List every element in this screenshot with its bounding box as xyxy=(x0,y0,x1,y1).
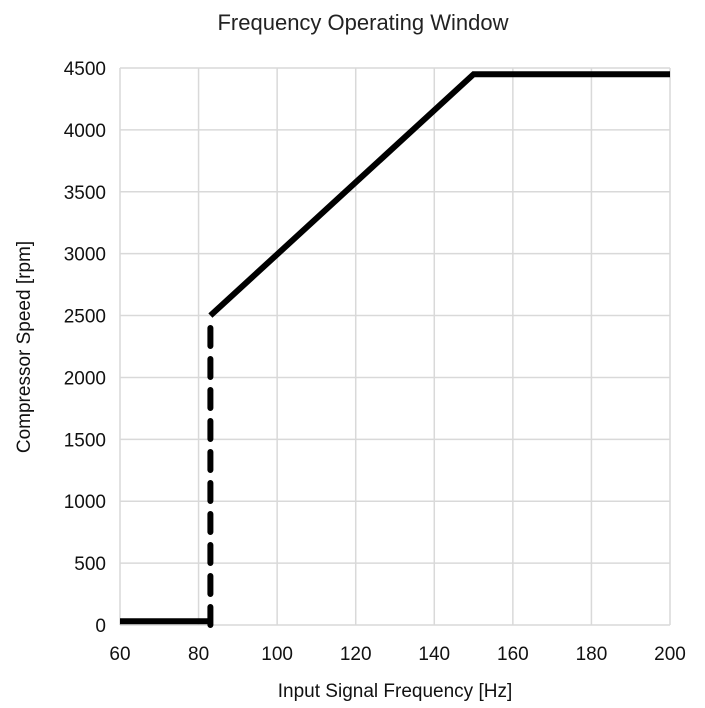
x-tick-label: 100 xyxy=(261,644,293,665)
y-tick-label: 0 xyxy=(95,616,106,637)
x-tick-label: 140 xyxy=(418,644,450,665)
x-tick-label: 120 xyxy=(340,644,372,665)
y-axis-label: Compressor Speed [rpm] xyxy=(14,241,35,453)
x-tick-labels: 60 80 100 120 140 160 180 200 xyxy=(109,644,685,665)
grid-lines xyxy=(119,67,671,626)
y-tick-label: 3500 xyxy=(64,183,106,204)
y-tick-label: 1500 xyxy=(64,430,106,451)
series-lines xyxy=(120,71,670,628)
x-tick-label: 160 xyxy=(497,644,529,665)
y-tick-label: 1000 xyxy=(64,492,106,513)
solid-series-line xyxy=(208,71,670,318)
x-tick-label: 200 xyxy=(654,644,686,665)
y-tick-label: 2500 xyxy=(64,307,106,328)
x-tick-label: 180 xyxy=(576,644,608,665)
y-tick-label: 4000 xyxy=(64,121,106,142)
y-tick-label: 500 xyxy=(74,554,106,575)
y-tick-label: 3000 xyxy=(64,245,106,266)
x-tick-label: 80 xyxy=(188,644,209,665)
y-tick-label: 4500 xyxy=(64,59,106,80)
x-tick-label: 60 xyxy=(109,644,130,665)
x-axis-label: Input Signal Frequency [Hz] xyxy=(278,681,512,702)
y-tick-labels: 0 500 1000 1500 2000 2500 3000 3500 4000 4500 xyxy=(64,59,106,637)
chart-title: Frequency Operating Window xyxy=(217,10,508,35)
y-tick-label: 2000 xyxy=(64,368,106,389)
